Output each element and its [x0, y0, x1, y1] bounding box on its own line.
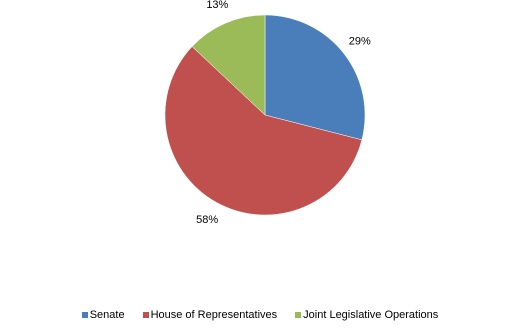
data-label: 13% [206, 0, 228, 11]
pie-area: 29% 58% 13% [164, 0, 371, 226]
legend-item: House of Representatives [142, 309, 278, 321]
pie-slice [164, 46, 363, 216]
legend-label: House of Representatives [150, 309, 278, 321]
legend-item: Senate [81, 309, 125, 321]
legend: Senate House of Representatives Joint Legi… [0, 309, 520, 321]
legend-swatch [295, 312, 302, 318]
legend-swatch [81, 312, 88, 318]
data-label: 58% [196, 214, 218, 226]
data-label: 29% [349, 35, 371, 47]
legend-label: Senate [89, 309, 125, 321]
pie-slice [191, 14, 266, 116]
legend-item: Joint Legislative Operations [295, 309, 438, 321]
legend-swatch [142, 312, 149, 318]
pie-slice [264, 14, 366, 141]
legend-label: Joint Legislative Operations [303, 309, 439, 321]
